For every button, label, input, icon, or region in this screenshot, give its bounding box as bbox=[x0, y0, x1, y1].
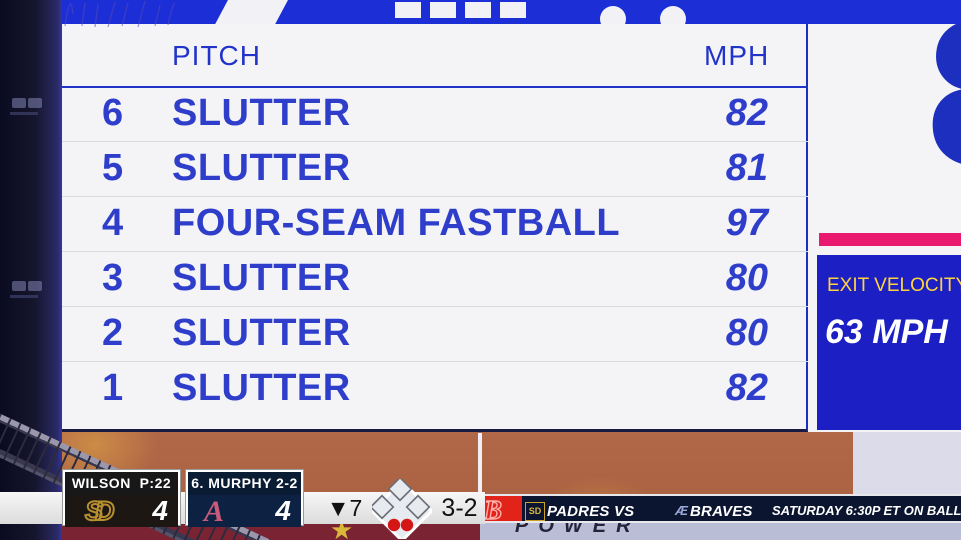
svg-text:D: D bbox=[95, 496, 115, 526]
svg-text:A: A bbox=[202, 496, 224, 526]
